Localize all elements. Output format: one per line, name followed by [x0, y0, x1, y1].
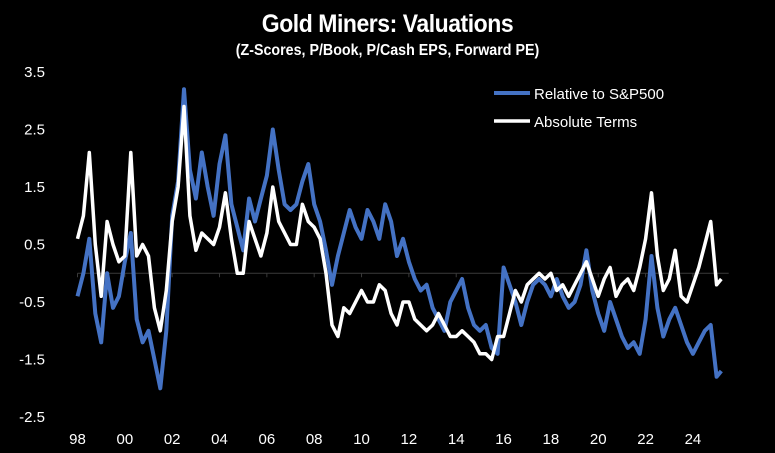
x-tick-label: 12 [401, 431, 418, 448]
x-tick-label: 06 [259, 431, 276, 448]
legend-label-relative: Relative to S&P500 [534, 86, 664, 103]
x-tick-label: 18 [543, 431, 560, 448]
y-tick-label: -0.5 [19, 294, 45, 311]
x-tick-label: 14 [448, 431, 465, 448]
y-tick-label: 3.5 [24, 64, 45, 81]
chart-title: Gold Miners: Valuations [261, 10, 514, 38]
legend-label-absolute: Absolute Terms [534, 114, 637, 131]
y-axis-ticks: 3.5 2.5 1.5 0.5 -0.5 -1.5 -2.5 [19, 64, 45, 426]
x-tick-label: 02 [164, 431, 181, 448]
x-tick-label: 20 [590, 431, 607, 448]
x-tick-label: 16 [495, 431, 512, 448]
x-tick-label: 08 [306, 431, 323, 448]
series-line-absolute-terms [75, 104, 723, 362]
y-tick-label: 0.5 [24, 237, 45, 254]
chart-subtitle: (Z-Scores, P/Book, P/Cash EPS, Forward P… [235, 42, 540, 59]
x-tick-label: 98 [69, 431, 86, 448]
x-tick-label: 10 [353, 431, 370, 448]
y-tick-label: 2.5 [24, 122, 45, 139]
y-tick-label: 1.5 [24, 179, 45, 196]
x-tick-label: 24 [685, 431, 702, 448]
legend: Relative to S&P500 Absolute Terms [494, 86, 664, 131]
series-line-relative-to-sp500 [75, 87, 723, 391]
y-tick-label: -2.5 [19, 409, 45, 426]
x-tick-label: 00 [116, 431, 133, 448]
x-axis-ticks: 98 00 02 04 06 08 10 12 14 16 18 20 22 24 [69, 273, 701, 448]
x-tick-label: 04 [211, 431, 228, 448]
x-tick-label: 22 [637, 431, 654, 448]
y-tick-label: -1.5 [19, 352, 45, 369]
